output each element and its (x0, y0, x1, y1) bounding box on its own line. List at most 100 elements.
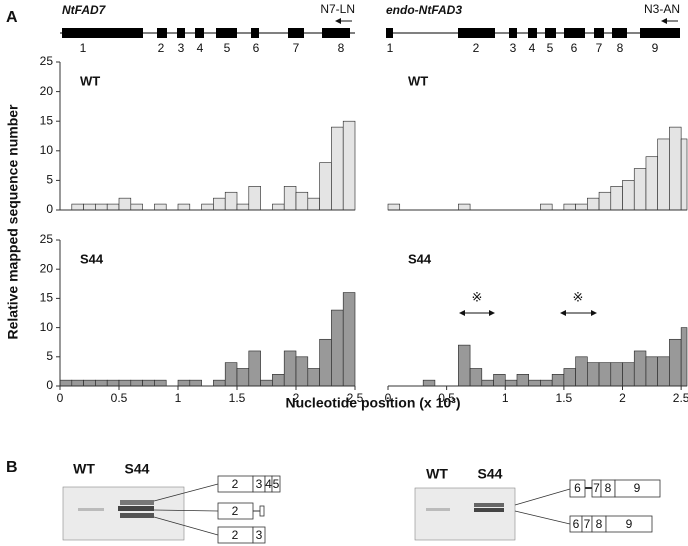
bar (458, 344, 471, 387)
bar (563, 203, 576, 211)
bar (657, 356, 670, 387)
bar (422, 379, 436, 387)
bar (272, 374, 285, 387)
x-tick-label: 0.5 (111, 391, 128, 405)
y-tick-label: 25 (40, 232, 54, 246)
bar (189, 379, 202, 387)
annotation-marker: ※ (472, 289, 483, 304)
exon-label: 7 (584, 517, 591, 531)
gene-map (386, 28, 680, 38)
bar (610, 186, 623, 211)
bar (283, 350, 297, 387)
exon-label: 2 (232, 528, 239, 542)
y-tick-label: 10 (40, 320, 54, 334)
exon-label: 7 (596, 41, 603, 55)
y-tick-label: 5 (46, 173, 53, 187)
exon-label: 8 (605, 481, 612, 495)
bar (342, 120, 356, 211)
bar (236, 203, 250, 211)
x-tick-label: 2 (619, 391, 626, 405)
exon-label: 6 (573, 517, 580, 531)
bar (645, 156, 658, 211)
bar (307, 197, 320, 211)
bar (95, 379, 108, 387)
primer-label: N3-AN (644, 2, 680, 16)
isoform (217, 475, 281, 544)
connector (514, 488, 571, 525)
bar (248, 350, 261, 387)
bar (610, 362, 623, 387)
bar (342, 292, 356, 387)
exon-label: 3 (256, 528, 263, 542)
y-tick-label: 5 (46, 349, 53, 363)
lane-label: S44 (478, 466, 503, 482)
bar (645, 356, 658, 387)
bar (504, 379, 518, 387)
panel-annotation: WT (80, 73, 100, 88)
bar (331, 126, 344, 211)
exon-label: 8 (596, 517, 603, 531)
exon-label: 9 (634, 481, 641, 495)
x-tick-label: 2 (293, 391, 300, 405)
bar (130, 379, 143, 387)
bar (71, 379, 84, 387)
exon-label: 4 (529, 41, 536, 55)
bar (295, 356, 309, 387)
bar (224, 191, 238, 211)
bar (622, 362, 635, 387)
bar (669, 338, 682, 387)
gene-name: endo-NtFAD3 (386, 3, 462, 17)
bar (59, 379, 73, 387)
x-tick-label: 1.5 (556, 391, 573, 405)
exon-label: 2 (232, 504, 239, 518)
bar (493, 374, 506, 387)
exon-label: 4 (197, 41, 204, 55)
exon-label: 9 (626, 517, 633, 531)
bar (95, 203, 108, 211)
bar (154, 203, 167, 211)
bar (260, 379, 273, 387)
bar (680, 327, 688, 387)
bar (201, 203, 214, 211)
bar (528, 379, 541, 387)
isoform (569, 479, 661, 533)
exon-label: 6 (253, 41, 260, 55)
x-tick-label: 1 (175, 391, 182, 405)
exon-label: 7 (293, 41, 300, 55)
connector (153, 483, 219, 536)
bar (224, 362, 238, 387)
x-tick-label: 2.5 (673, 391, 688, 405)
bar (248, 186, 261, 211)
exon-label: 4 (265, 477, 272, 491)
y-tick-label: 0 (46, 378, 53, 392)
bar (118, 379, 132, 387)
lane-label: WT (426, 466, 448, 482)
bar (669, 126, 682, 211)
x-tick-label: 2.5 (347, 391, 364, 405)
lane-label: S44 (125, 461, 150, 477)
bar (387, 203, 401, 211)
bar (283, 186, 297, 211)
exon-label: 2 (473, 41, 480, 55)
bar (587, 197, 600, 211)
bar (481, 379, 494, 387)
bar (551, 374, 565, 387)
bar (319, 162, 332, 211)
bar (177, 379, 191, 387)
y-tick-label: 25 (40, 54, 54, 68)
exon-label: 8 (617, 41, 624, 55)
exon-label: 3 (510, 41, 517, 55)
bar (587, 362, 600, 387)
y-tick-label: 0 (46, 202, 53, 216)
y-tick-label: 10 (40, 143, 54, 157)
y-tick-label: 20 (40, 84, 54, 98)
y-tick-label: 15 (40, 291, 54, 305)
panel-annotation: S44 (80, 251, 104, 266)
bar (83, 203, 96, 211)
panel-annotation: WT (408, 73, 428, 88)
exon-label: 3 (256, 477, 263, 491)
bar (575, 203, 588, 211)
exon-label: 6 (574, 481, 581, 495)
x-tick-label: 1.5 (229, 391, 246, 405)
